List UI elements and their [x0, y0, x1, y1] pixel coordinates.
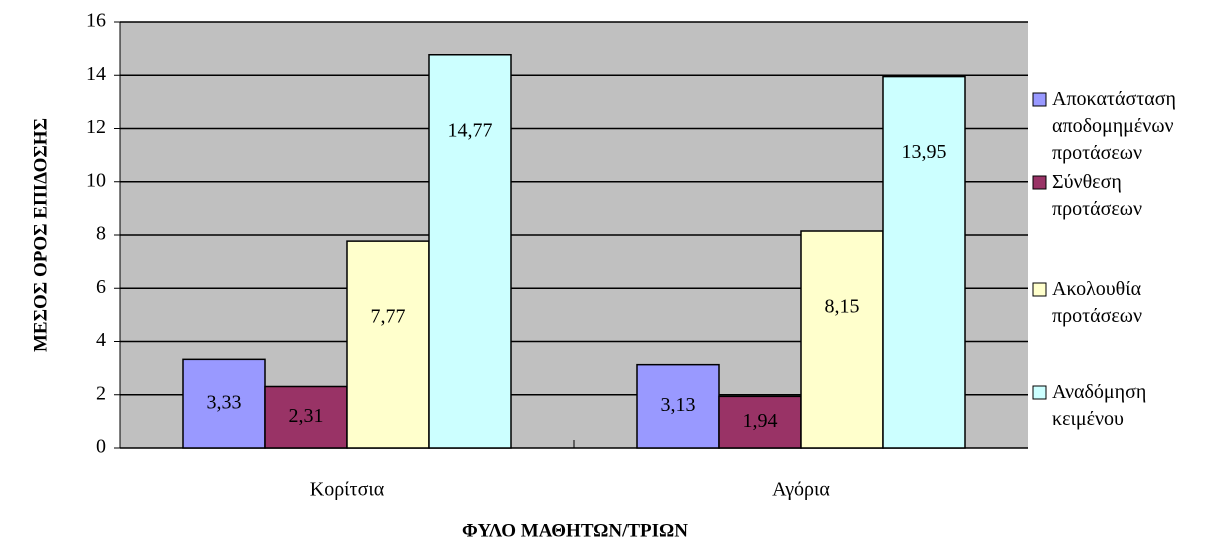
bar — [428, 53, 512, 449]
bar — [882, 75, 966, 449]
legend-label: Σύνθεση προτάσεων — [1052, 171, 1142, 220]
value-label: 7,77 — [371, 306, 406, 328]
x-tick-label: Κορίτσια — [310, 479, 385, 501]
value-label: 13,95 — [902, 141, 947, 163]
bar — [718, 395, 802, 449]
y-tick-label: 14 — [86, 63, 106, 85]
value-label: 8,15 — [825, 296, 860, 318]
y-tick-label: 6 — [96, 276, 106, 298]
legend-swatch — [1032, 175, 1047, 190]
value-label: 14,77 — [448, 119, 493, 141]
value-label: 2,31 — [289, 405, 324, 427]
y-tick-label: 2 — [96, 382, 106, 404]
y-tick-label: 12 — [86, 116, 106, 138]
x-axis-title: ΦΥΛΟ ΜΑΘΗΤΩΝ/ΤΡΙΩΝ — [462, 520, 688, 541]
value-label: 3,13 — [661, 394, 696, 416]
legend-swatch — [1032, 385, 1047, 400]
legend-label: Αποκατάσταση αποδομημένων προτάσεων — [1052, 88, 1176, 164]
value-label: 3,33 — [207, 391, 242, 413]
y-tick-label: 4 — [96, 329, 106, 351]
y-tick-label: 16 — [86, 10, 106, 32]
y-tick-label: 10 — [86, 169, 106, 191]
bar — [346, 240, 430, 449]
x-tick-label: Αγόρια — [772, 479, 830, 501]
y-tick-label: 8 — [96, 223, 106, 245]
y-axis-title: ΜΕΣΟΣ ΟΡΟΣ ΕΠΙΔΟΣΗΣ — [30, 118, 51, 352]
legend-swatch — [1032, 92, 1047, 107]
value-label: 1,94 — [743, 410, 778, 432]
legend-label: Αναδόμηση κειμένου — [1052, 381, 1146, 430]
bar — [636, 363, 720, 449]
legend-label: Ακολουθία προτάσεων — [1052, 278, 1142, 327]
y-tick-label: 0 — [96, 436, 106, 458]
legend-swatch — [1032, 282, 1047, 297]
bar — [800, 230, 884, 449]
